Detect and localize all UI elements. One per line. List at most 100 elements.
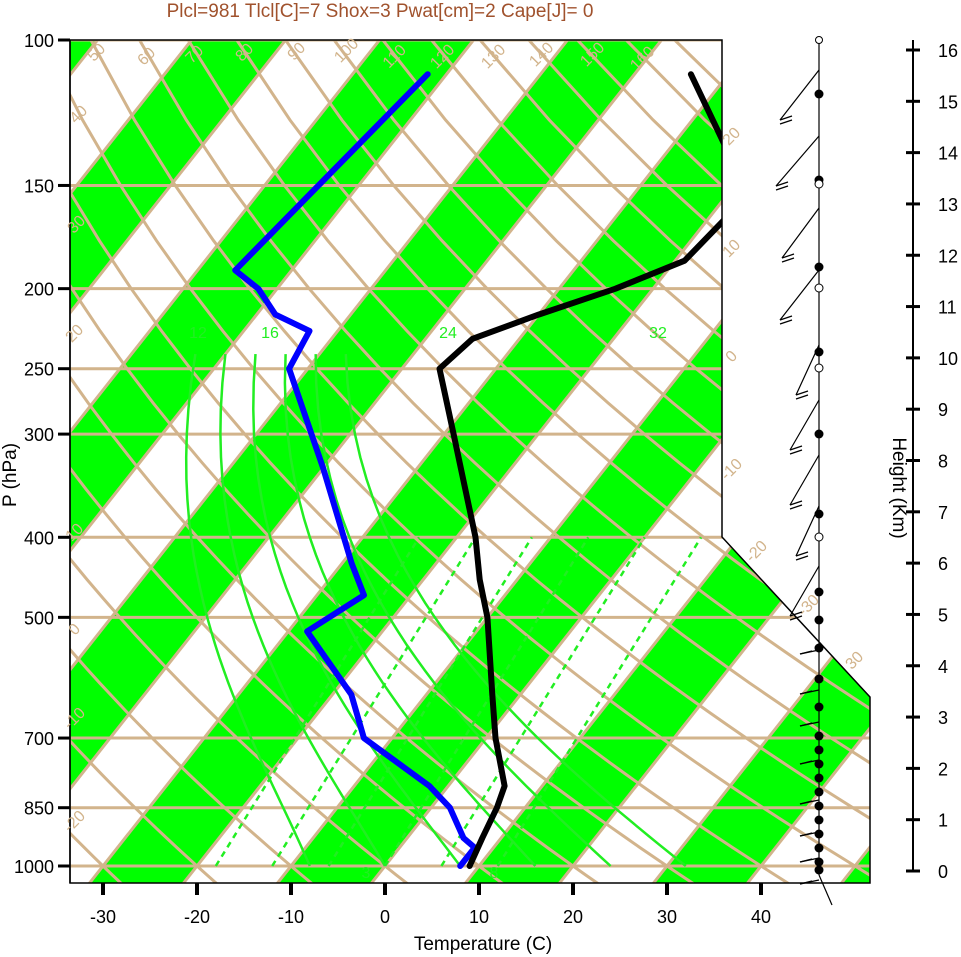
isotherm-label: 20 [63,321,88,346]
isotherm-line [593,40,870,883]
y-tick-label: 400 [24,528,54,548]
wind-level-marker [814,429,824,439]
wind-level-marker [814,857,824,867]
height-tick-label: 11 [938,298,957,318]
wind-level-marker [814,865,824,875]
isotherm-line [70,40,225,883]
wind-level-marker [814,731,824,741]
height-tick-label: 4 [938,657,948,677]
wind-level-marker [814,262,824,272]
dry-adiabat-line [70,40,218,883]
wind-barb-flag [799,650,813,655]
height-tick-label: 10 [938,349,958,369]
wind-barb-flag [795,394,809,400]
wind-barb-flag [775,185,789,191]
dewpoint-line [232,71,478,869]
isotherm-line [70,40,695,883]
isotherm-line [70,40,789,883]
isotherm-label: 0 [66,621,84,639]
temperature-line [436,71,747,869]
wind-barb [795,344,820,396]
x-axis-label: Temperature (C) [414,934,552,955]
x-tick-label: 30 [657,907,677,927]
mixing-ratio-label: 32 [649,325,667,342]
isotherm-band [70,40,318,883]
moist-adiabat-line [219,353,387,867]
wind-level-marker [814,702,824,712]
wind-level-marker [814,587,824,597]
y-axis: 100 150 200 250 300 400 500 700 850 1000 [14,31,71,883]
mixing-ratio-line [214,536,421,867]
wind-level-marker [814,615,824,625]
wind-barb-flag [795,551,809,557]
y-tick-label: 700 [24,729,54,749]
wind-level-marker [814,787,824,797]
height-axis-label: Height (Km) [888,437,909,538]
y-tick-label: 1000 [14,857,54,877]
y-tick-label: 200 [24,280,54,300]
height-tick-label: 13 [938,195,958,215]
isotherm-label: 10 [720,236,745,261]
isotherm-line [70,40,507,883]
x-tick-label: 20 [563,907,583,927]
wind-barb-flag [789,449,803,455]
height-tick-label: 12 [938,246,958,266]
wind-staff-top-marker [815,36,823,44]
x-tick-label: 10 [469,907,489,927]
x-tick-label: -20 [184,907,210,927]
wind-barb-flag [775,181,789,187]
y-tick-label: 150 [24,176,54,196]
height-tick-label: 16 [938,41,958,61]
wind-barb [779,269,820,321]
dry-adiabat-line [284,40,870,883]
mixing-ratio-line [440,536,646,867]
mixing-ratio-line [327,536,533,867]
height-tick-label: 14 [938,144,958,164]
x-tick-label: -30 [90,907,116,927]
height-tick-label: 7 [938,503,948,523]
height-tick-label: 9 [938,400,948,420]
y-tick-label: 300 [24,425,54,445]
wind-barb [781,207,820,259]
mixing-ratio-label: 24 [439,325,457,342]
dry-adiabat-line [235,40,870,883]
dry-adiabat-line [70,40,599,883]
mixing-ratio-label: 12 [189,325,207,342]
y-axis-label: P (hPa) [0,443,21,507]
mixing-ratio-line [496,536,703,867]
wind-level-marker [814,801,824,811]
wind-barb-flag [789,611,803,617]
wind-barb-flag [779,119,793,125]
wind-barb-flag [789,504,803,510]
wind-barb [789,399,820,451]
wind-barb [795,505,820,557]
wind-level-marker [814,674,824,684]
mixing-ratio-label: 8 [490,865,499,882]
isotherm-line [687,40,870,883]
wind-barb-flag [789,615,803,621]
wind-level-marker-open [814,179,824,189]
wind-barb [779,69,820,121]
isotherm-label: 20 [720,124,745,149]
isotherm-band [783,40,870,883]
wind-barb-column [775,36,833,906]
y-tick-label: 100 [24,31,54,51]
wind-barb-flag [799,800,813,805]
dry-adiabat-line [70,40,790,883]
wind-barb-flag [799,690,813,695]
x-tick-label: 0 [380,907,390,927]
dry-adiabat-line [186,40,870,883]
height-tick-label: 8 [938,452,948,472]
wind-level-marker [814,745,824,755]
y-tick-label: 250 [24,360,54,380]
wind-level-marker-open [814,532,824,542]
dry-adiabat-line [89,40,870,883]
height-tick-label: 15 [938,92,958,112]
wind-level-marker [814,759,824,769]
wind-barb-flag [795,390,809,396]
x-tick-label: 40 [751,907,771,927]
dry-adiabat-line [138,40,870,883]
wind-barb [818,874,833,906]
